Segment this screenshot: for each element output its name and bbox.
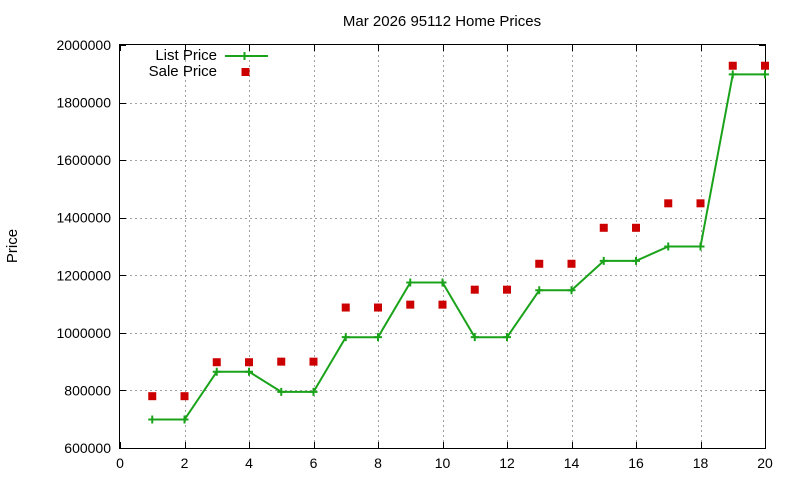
x-tick-label: 4	[245, 455, 253, 471]
x-tick-label: 8	[374, 455, 382, 471]
list-price-point	[374, 333, 382, 342]
list-price-point	[341, 333, 350, 342]
list-price-point	[309, 387, 318, 396]
list-price-point	[406, 278, 415, 287]
list-price-point	[632, 256, 640, 265]
sale-price-point	[503, 285, 511, 294]
list-price-point	[567, 286, 576, 295]
sale-price-point	[599, 223, 608, 232]
y-tick-label: 2000000	[56, 37, 111, 53]
x-tick-label: 12	[499, 455, 515, 471]
list-price-point	[728, 70, 737, 79]
legend-marker-sale-price	[241, 68, 250, 76]
list-price-point	[503, 333, 511, 342]
sale-price-point	[277, 357, 286, 366]
list-price-point	[696, 242, 705, 251]
sale-price-point	[664, 199, 673, 208]
sale-price-point	[696, 199, 705, 208]
sale-price-point	[309, 357, 318, 366]
x-tick-label: 10	[435, 455, 451, 471]
x-tick-label: 0	[116, 455, 124, 471]
sale-price-point	[761, 61, 769, 70]
sale-price-point	[406, 300, 415, 309]
list-price-point	[148, 415, 157, 424]
sale-price-point	[438, 300, 447, 309]
list-price-point	[535, 286, 544, 295]
sale-price-point	[212, 358, 221, 367]
sale-price-point	[632, 223, 640, 232]
sale-price-point	[341, 303, 350, 312]
sale-price-point	[148, 392, 157, 401]
x-tick-label: 6	[310, 455, 318, 471]
chart-title: Mar 2026 95112 Home Prices	[343, 13, 541, 30]
x-tick-label: 14	[564, 455, 580, 471]
sale-price-point	[180, 392, 189, 401]
legend-label-sale-price: Sale Price	[149, 63, 217, 80]
list-price-line	[152, 73, 765, 421]
axis-ticks: 0 2 4 6 8 10 12 14 16 18 20 600000 800000 1000000 1200…	[56, 37, 773, 471]
sale-price-point	[374, 303, 382, 312]
legend: List Price Sale Price	[149, 47, 268, 80]
list-price-point	[245, 367, 253, 376]
series	[148, 61, 769, 424]
y-axis-label: Price	[4, 229, 21, 263]
list-price-point	[599, 256, 608, 265]
sale-price-point	[567, 259, 576, 268]
list-price-point	[470, 333, 479, 342]
y-tick-label: 1200000	[56, 267, 111, 283]
y-tick-label: 1600000	[56, 152, 111, 168]
legend-label-list-price: List Price	[155, 47, 217, 64]
x-tick-label: 18	[693, 455, 709, 471]
sale-price-point	[245, 358, 253, 367]
list-price-point	[277, 387, 286, 396]
list-price-point	[180, 415, 189, 424]
sale-price-point	[535, 259, 544, 268]
list-price-point	[438, 278, 447, 287]
sale-price-point	[728, 61, 737, 70]
x-tick-label: 2	[181, 455, 189, 471]
y-tick-label: 1400000	[56, 210, 111, 226]
list-price-point	[664, 242, 673, 251]
x-tick-label: 16	[628, 455, 644, 471]
list-price-point	[212, 367, 221, 376]
x-tick-label: 20	[757, 455, 773, 471]
y-tick-label: 1800000	[56, 95, 111, 111]
y-tick-label: 600000	[64, 440, 111, 456]
list-price-point	[761, 70, 769, 79]
y-tick-label: 800000	[64, 382, 111, 398]
sale-price-point	[470, 285, 479, 294]
y-tick-label: 1000000	[56, 325, 111, 341]
plot-frame	[119, 44, 766, 449]
legend-marker-list-price	[240, 52, 249, 60]
